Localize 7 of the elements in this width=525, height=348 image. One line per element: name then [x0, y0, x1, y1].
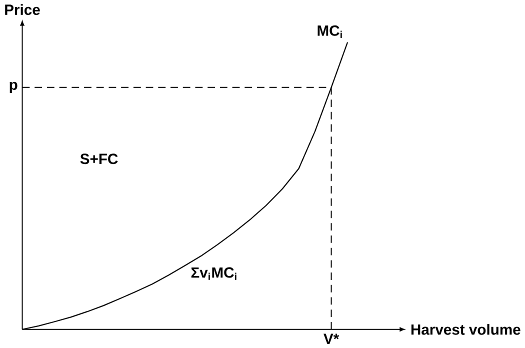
- text: V*: [324, 334, 340, 344]
- y-axis-title: Price: [5, 4, 40, 15]
- annotation: S+FC: [80, 154, 118, 164]
- annotation: Σv$_{i}$MC$_{i}$: [191, 267, 236, 280]
- ref-line-label: p: [10, 82, 18, 93]
- x-axis-title: Harvest volume: [411, 324, 520, 335]
- series-label: MC$_{i}$: [318, 25, 342, 38]
